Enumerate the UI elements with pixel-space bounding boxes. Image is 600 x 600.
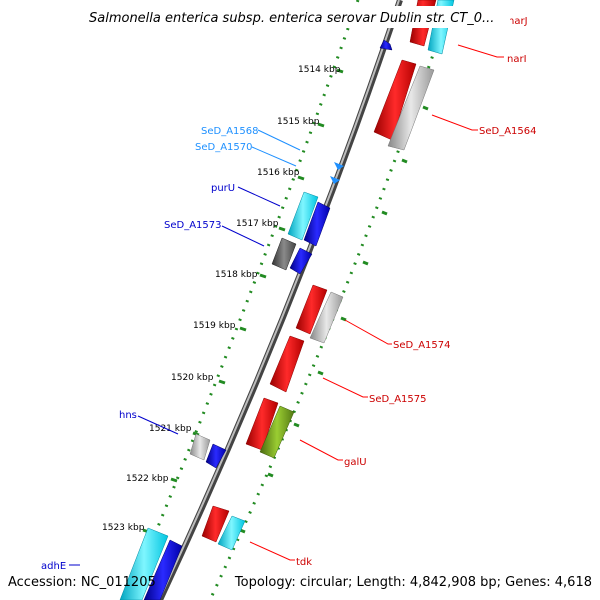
leader-SeD_A1574 <box>344 319 392 345</box>
gene-label-SeD_A1570[interactable]: SeD_A1570 <box>195 142 253 153</box>
gene-tdk-feature[interactable] <box>217 515 246 551</box>
gene-SeD_A1575-feature[interactable] <box>269 335 305 393</box>
gene-purU-feature[interactable] <box>303 201 331 247</box>
kbp-label-1518: 1518 kbp <box>215 270 258 280</box>
kbp-label-1517: 1517 kbp <box>236 219 279 229</box>
gene-SeD_A1573-dark-feature[interactable] <box>271 237 297 271</box>
kbp-labels: 1514 kbp 1515 kbp 1516 kbp 1517 kbp 1518… <box>102 65 341 533</box>
gene-SeD_A1568-feature[interactable] <box>334 162 344 170</box>
kbp-label-1521: 1521 kbp <box>149 424 192 434</box>
leader-hns <box>137 415 179 435</box>
genome-backbone <box>157 0 403 600</box>
gene-hns-gray-feature[interactable] <box>189 433 211 461</box>
kbp-label-1519: 1519 kbp <box>193 321 236 331</box>
gene-tdk-red-feature[interactable] <box>201 505 230 543</box>
gene-SeD_A1574-ortholog-feature[interactable] <box>309 291 344 344</box>
accession-text: Accession: NC_011205 <box>8 575 156 590</box>
map-title: Salmonella enterica subsp. enterica sero… <box>89 11 494 26</box>
kbp-label-1522: 1522 kbp <box>126 474 169 484</box>
gene-label-SeD_A1564[interactable]: SeD_A1564 <box>479 126 537 137</box>
gene-label-SeD_A1575[interactable]: SeD_A1575 <box>369 394 427 405</box>
leader-narI <box>457 44 504 58</box>
leader-galU <box>299 439 343 461</box>
gene-hns-feature[interactable] <box>205 443 227 469</box>
leader-SeD_A1573 <box>221 225 265 247</box>
gene-label-adhE[interactable]: adhE <box>41 561 66 572</box>
leader-SeD_A1570 <box>251 146 297 167</box>
title-backdrop <box>84 6 510 28</box>
gene-label-SeD_A1574[interactable]: SeD_A1574 <box>393 340 451 351</box>
kbp-label-1514: 1514 kbp <box>298 65 341 75</box>
leader-SeD_A1568 <box>257 129 301 151</box>
gene-label-purU[interactable]: purU <box>211 183 235 194</box>
gene-SeD_A1574-feature[interactable] <box>295 284 328 335</box>
gene-label-hns[interactable]: hns <box>119 410 137 421</box>
kbp-label-1515: 1515 kbp <box>277 117 320 127</box>
gene-SeD_A1573-feature[interactable] <box>289 247 313 275</box>
genome-backbone-highlight <box>158 0 400 600</box>
gene-label-SeD_A1568[interactable]: SeD_A1568 <box>201 126 259 137</box>
outer-track-features <box>119 39 393 600</box>
gene-SeD_A1564-ortholog-feature[interactable] <box>387 65 435 151</box>
kbp-label-1523: 1523 kbp <box>102 523 145 533</box>
gene-label-tdk[interactable]: tdk <box>296 557 312 568</box>
gene-SeD_A1570-feature[interactable] <box>330 176 340 184</box>
gene-galU-feature[interactable] <box>259 405 295 459</box>
leader-SeD_A1564 <box>431 114 478 131</box>
leader-purU <box>237 186 281 207</box>
outer-dotted-ring <box>126 0 360 600</box>
gene-label-SeD_A1573[interactable]: SeD_A1573 <box>164 220 222 231</box>
gene-adhE-cyan-feature[interactable] <box>119 527 169 600</box>
gene-labels: narJ narI SeD_A1564 SeD_A1568 SeD_A1570 … <box>41 16 537 572</box>
gene-label-narI[interactable]: narI <box>507 54 527 65</box>
leader-tdk <box>249 541 295 561</box>
gene-purU-cyan-feature[interactable] <box>287 191 319 241</box>
gene-adhE-feature[interactable] <box>143 539 183 600</box>
topology-summary: Topology: circular; Length: 4,842,908 bp… <box>234 575 592 590</box>
gene-label-narJ[interactable]: narJ <box>508 16 528 27</box>
gene-small-blue-feature[interactable] <box>379 39 393 51</box>
kbp-label-1516: 1516 kbp <box>257 168 300 178</box>
kbp-label-1520: 1520 kbp <box>171 373 214 383</box>
gene-label-galU[interactable]: galU <box>344 457 367 468</box>
leader-SeD_A1575 <box>322 377 368 398</box>
